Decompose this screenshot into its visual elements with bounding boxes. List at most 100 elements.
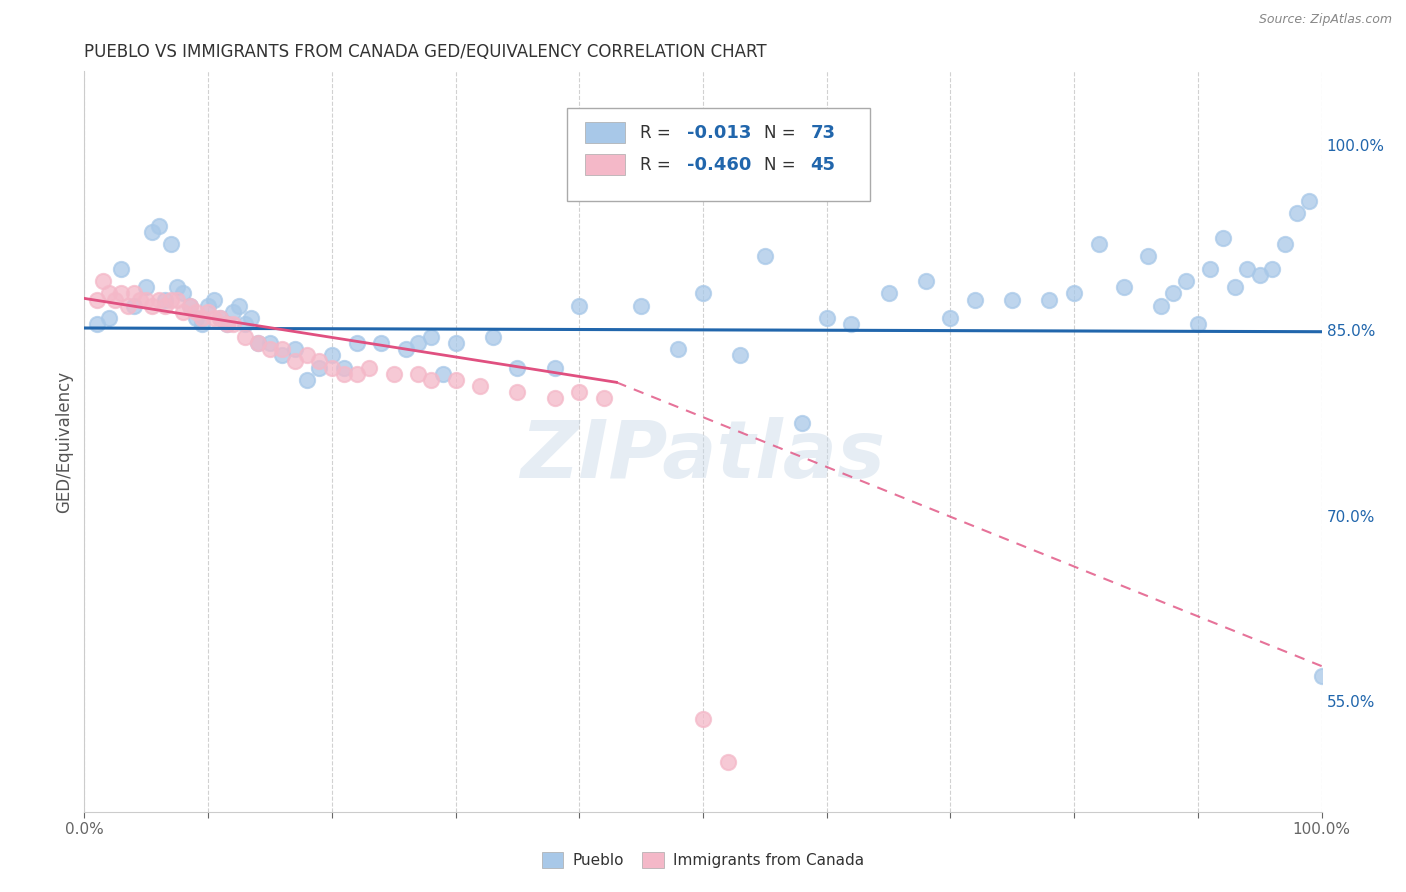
Point: [209, 311, 232, 326]
Point: [1112, 280, 1135, 294]
Point: [1298, 194, 1320, 208]
Point: [1236, 261, 1258, 276]
Point: [1285, 206, 1308, 220]
Point: [172, 305, 194, 319]
Point: [110, 286, 132, 301]
Point: [1161, 286, 1184, 301]
Point: [141, 299, 163, 313]
Point: [184, 311, 207, 326]
Point: [754, 250, 776, 264]
Point: [370, 335, 392, 350]
Point: [259, 335, 281, 350]
Point: [877, 286, 900, 301]
Point: [470, 379, 492, 393]
Point: [91, 274, 114, 288]
Point: [692, 712, 714, 726]
Point: [419, 329, 441, 343]
Point: [160, 237, 183, 252]
Point: [382, 367, 405, 381]
Point: [308, 354, 330, 368]
Point: [444, 373, 467, 387]
Point: [202, 311, 225, 326]
Text: N =: N =: [763, 155, 800, 174]
Text: R =: R =: [640, 124, 676, 142]
Point: [110, 261, 132, 276]
Point: [419, 373, 441, 387]
Point: [1088, 237, 1111, 252]
Point: [1274, 237, 1296, 252]
Text: R =: R =: [640, 155, 676, 174]
Point: [98, 311, 121, 326]
FancyBboxPatch shape: [567, 109, 870, 201]
Point: [568, 299, 591, 313]
Point: [259, 342, 281, 356]
Point: [197, 299, 219, 313]
Point: [179, 299, 201, 313]
Text: -0.460: -0.460: [688, 155, 751, 174]
Point: [233, 329, 256, 343]
Point: [1199, 261, 1222, 276]
Point: [117, 299, 139, 313]
Point: [215, 318, 238, 332]
Text: ZIPatlas: ZIPatlas: [520, 417, 886, 495]
Point: [240, 311, 263, 326]
Point: [86, 318, 108, 332]
Point: [593, 392, 616, 406]
Point: [197, 305, 219, 319]
Point: [1001, 293, 1024, 307]
Point: [692, 286, 714, 301]
Point: [122, 299, 145, 313]
Point: [1249, 268, 1271, 282]
Point: [191, 318, 214, 332]
Point: [295, 348, 318, 362]
Point: [148, 293, 170, 307]
Point: [1187, 318, 1209, 332]
Point: [841, 318, 863, 332]
Text: Source: ZipAtlas.com: Source: ZipAtlas.com: [1258, 13, 1392, 27]
Point: [543, 360, 565, 375]
Point: [153, 299, 176, 313]
Point: [432, 367, 454, 381]
Point: [284, 342, 307, 356]
Bar: [585, 154, 626, 175]
Text: 45: 45: [811, 155, 835, 174]
Point: [1261, 261, 1284, 276]
Text: 73: 73: [811, 124, 835, 142]
Point: [202, 293, 225, 307]
Point: [135, 293, 157, 307]
Point: [790, 416, 813, 430]
Point: [1310, 669, 1333, 683]
Point: [86, 293, 108, 307]
Point: [160, 293, 183, 307]
Text: -0.013: -0.013: [688, 124, 751, 142]
Point: [321, 360, 343, 375]
Point: [104, 293, 127, 307]
Point: [1150, 299, 1173, 313]
Point: [284, 354, 307, 368]
Point: [506, 385, 529, 400]
Point: [222, 318, 245, 332]
Point: [1174, 274, 1197, 288]
Point: [233, 318, 256, 332]
Point: [172, 286, 194, 301]
Point: [728, 348, 751, 362]
Legend: Pueblo, Immigrants from Canada: Pueblo, Immigrants from Canada: [536, 847, 870, 874]
Point: [630, 299, 652, 313]
Y-axis label: GED/Equivalency: GED/Equivalency: [55, 370, 73, 513]
Point: [215, 318, 238, 332]
Point: [408, 367, 430, 381]
Point: [1212, 231, 1234, 245]
Bar: [585, 122, 626, 144]
Point: [184, 305, 207, 319]
Point: [481, 329, 503, 343]
Point: [271, 342, 294, 356]
Point: [129, 293, 152, 307]
Point: [179, 299, 201, 313]
Point: [333, 367, 356, 381]
Point: [191, 311, 214, 326]
Point: [1223, 280, 1246, 294]
Point: [815, 311, 838, 326]
Point: [408, 335, 430, 350]
Point: [228, 299, 250, 313]
Point: [295, 373, 318, 387]
